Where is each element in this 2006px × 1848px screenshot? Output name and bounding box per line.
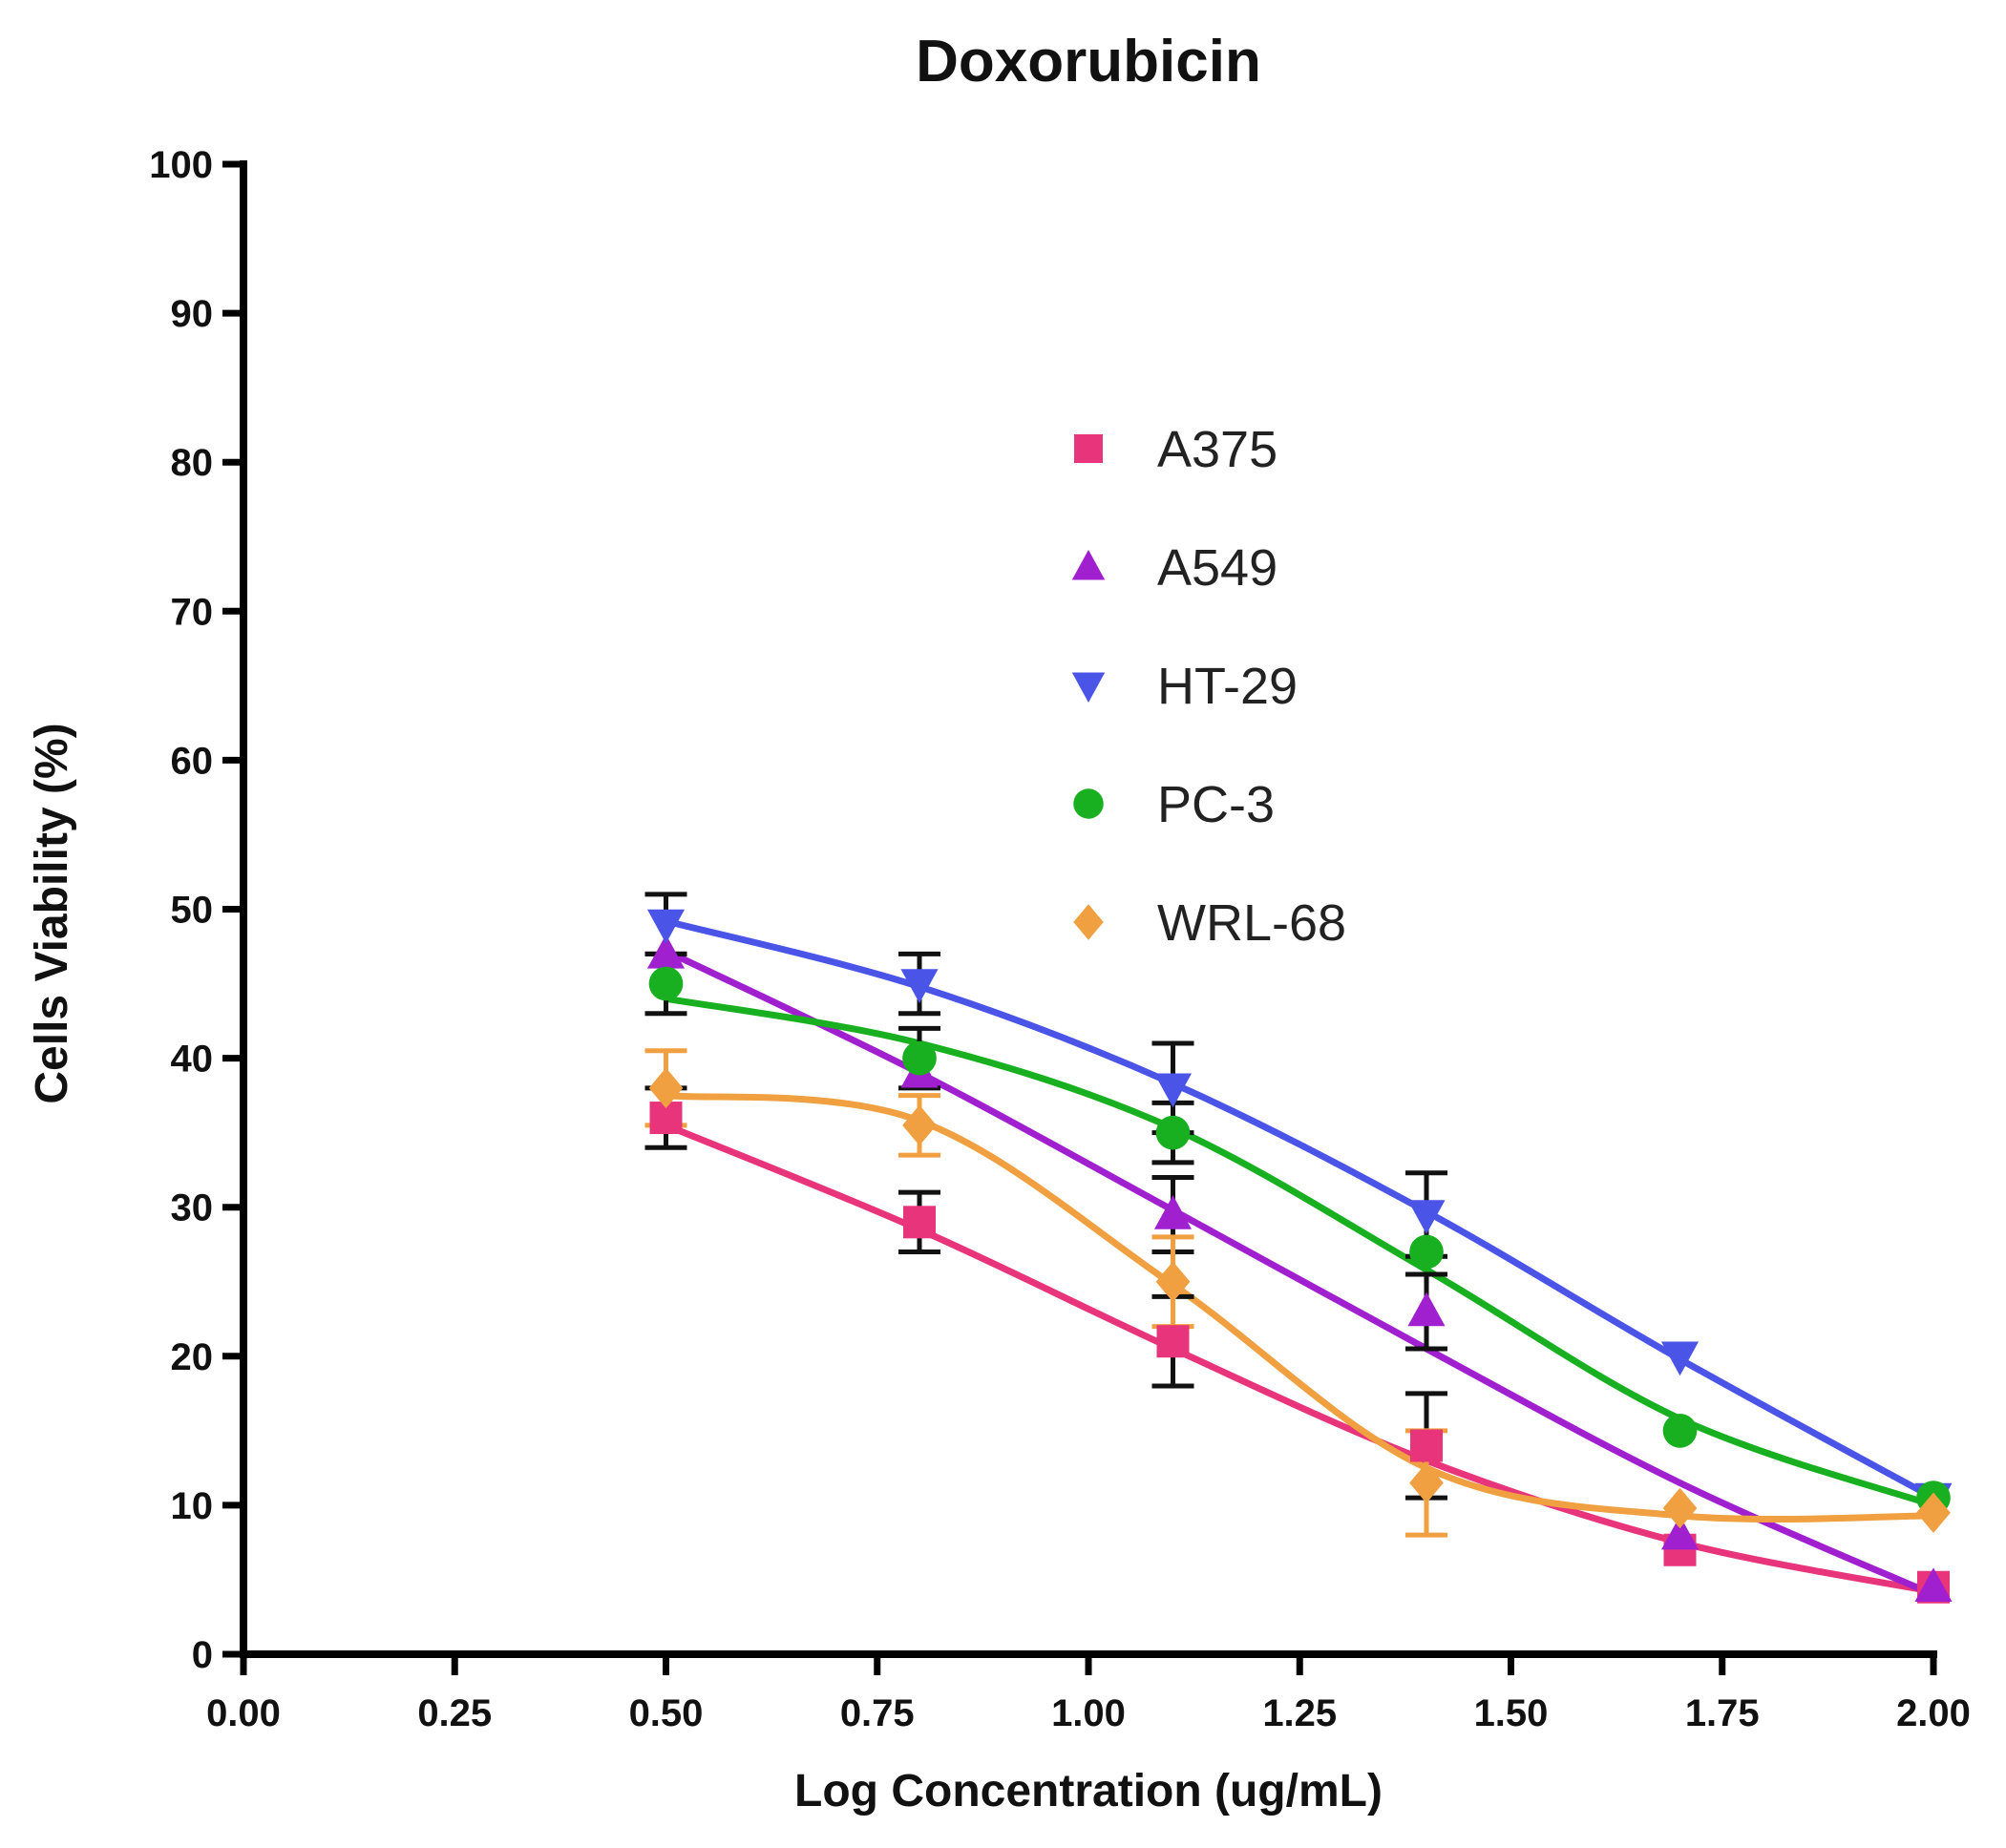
data-point-ht-29 [1407, 1200, 1446, 1234]
data-point-pc-3 [1155, 1115, 1191, 1150]
legend-item-ht-29: HT-29 [1071, 658, 1298, 715]
data-point-a549 [1660, 1515, 1700, 1550]
legend-label-wrl-68: WRL-68 [1157, 894, 1346, 952]
data-point-wrl-68 [1662, 1487, 1698, 1529]
data-point-ht-29 [900, 969, 939, 1003]
y-axis: 0 10 20 30 40 50 60 70 80 90 100 [149, 144, 247, 1676]
chart-title: Doxorubicin [916, 29, 1261, 94]
data-point-wrl-68 [648, 1067, 684, 1109]
fit-line-ht-29 [663, 917, 1937, 1502]
data-point-pc-3 [1409, 1234, 1444, 1270]
data-point-a549 [1914, 1567, 1953, 1603]
data-point-wrl-68 [1409, 1462, 1444, 1503]
data-point-a375 [1156, 1325, 1190, 1358]
legend-item-pc-3: PC-3 [1073, 776, 1275, 833]
y-tick-label: 60 [171, 740, 214, 782]
x-tick-label: 1.50 [1474, 1692, 1549, 1734]
data-point-a375 [1410, 1429, 1443, 1462]
y-tick-label: 100 [149, 144, 213, 186]
x-tick-label: 2.00 [1896, 1692, 1971, 1734]
fit-line-a375 [663, 1122, 1937, 1595]
data-point-a375 [903, 1206, 936, 1239]
data-point-ht-29 [1660, 1341, 1700, 1376]
data-point-ht-29 [1153, 1073, 1193, 1108]
y-tick-label: 70 [171, 591, 214, 633]
data-point-pc-3 [1662, 1414, 1698, 1448]
y-tick-label: 40 [171, 1039, 214, 1081]
data-point-wrl-68 [1916, 1492, 1951, 1533]
legend-marker-pc-3 [1073, 788, 1104, 819]
x-axis-label: Log Concentration (ug/mL) [794, 1766, 1383, 1816]
data-point-pc-3 [902, 1040, 937, 1076]
legend-label-a375: A375 [1157, 421, 1278, 478]
legend-item-a375: A375 [1074, 421, 1278, 478]
legend-label-ht-29: HT-29 [1157, 658, 1298, 715]
data-point-a549 [1407, 1292, 1446, 1327]
data-point-a549 [1153, 1195, 1193, 1229]
x-tick-label: 1.75 [1685, 1692, 1760, 1734]
x-tick-label: 0.50 [629, 1692, 704, 1734]
data-point-ht-29 [646, 909, 686, 944]
x-tick-label: 1.25 [1262, 1692, 1337, 1734]
y-tick-label: 10 [171, 1485, 214, 1527]
y-tick-label: 20 [171, 1336, 214, 1378]
data-point-a549 [646, 934, 686, 969]
data-point-pc-3 [648, 966, 684, 1001]
x-axis: 0.00 0.25 0.50 0.75 1.00 1.25 1.50 1.75 2.00 [206, 1650, 1971, 1734]
y-axis-label: Cells Viability (%) [27, 723, 77, 1103]
fit-line-pc-3 [663, 995, 1937, 1509]
data-point-wrl-68 [1155, 1261, 1191, 1302]
fit-lines [663, 917, 1937, 1599]
y-tick-label: 0 [192, 1634, 213, 1676]
legend-marker-a375 [1074, 434, 1103, 463]
legend-marker-a549 [1071, 550, 1106, 580]
x-tick-label: 0.00 [206, 1692, 281, 1734]
fit-line-wrl-68 [663, 1092, 1937, 1523]
y-tick-label: 90 [171, 293, 214, 335]
y-tick-label: 50 [171, 890, 214, 932]
x-tick-label: 0.75 [840, 1692, 915, 1734]
legend-marker-ht-29 [1071, 672, 1106, 703]
y-tick-label: 80 [171, 442, 214, 484]
data-points [646, 909, 1953, 1604]
legend-label-pc-3: PC-3 [1157, 776, 1275, 833]
legend-item-a549: A549 [1071, 539, 1278, 597]
legend-item-wrl-68: WRL-68 [1073, 894, 1346, 952]
x-tick-label: 0.25 [417, 1692, 492, 1734]
fit-line-a549 [663, 947, 1937, 1599]
legend-label-a549: A549 [1157, 539, 1278, 597]
legend: A375 A549 HT-29 PC-3 WRL-68 [1071, 421, 1346, 952]
data-point-wrl-68 [902, 1104, 937, 1146]
x-tick-label: 1.00 [1051, 1692, 1126, 1734]
legend-marker-wrl-68 [1073, 904, 1104, 940]
y-tick-label: 30 [171, 1187, 214, 1229]
